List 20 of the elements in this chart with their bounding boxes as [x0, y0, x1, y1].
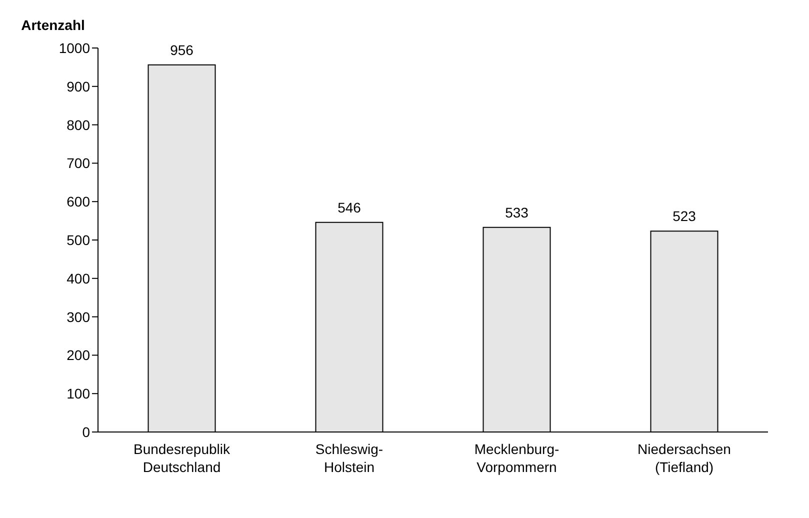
y-tick-label: 400 — [66, 270, 90, 286]
x-tick-label: Bundesrepublik Deutschland — [133, 441, 231, 475]
y-tick-label: 0 — [82, 424, 90, 440]
data-label: 546 — [338, 199, 362, 216]
y-tick-label: 1000 — [58, 40, 90, 56]
y-axis-title: Artenzahl — [21, 17, 85, 33]
y-tick-label: 600 — [66, 194, 90, 210]
y-tick-label: 700 — [66, 155, 90, 172]
y-tick-label: 800 — [66, 116, 90, 133]
y-tick-label: 900 — [66, 78, 90, 94]
y-tick-label: 500 — [66, 232, 90, 248]
data-label: 533 — [505, 204, 529, 220]
data-label: 956 — [170, 42, 194, 58]
x-tick-label: Niedersachsen (Tiefland) — [638, 441, 731, 475]
y-tick-label: 200 — [66, 347, 90, 364]
x-tick-label: Mecklenburg- Vorpommern — [474, 441, 560, 475]
data-label: 523 — [672, 208, 696, 224]
x-tick-label: Schleswig- Holstein — [315, 441, 384, 475]
y-tick-label: 100 — [66, 386, 90, 402]
y-tick-label: 300 — [66, 308, 90, 325]
